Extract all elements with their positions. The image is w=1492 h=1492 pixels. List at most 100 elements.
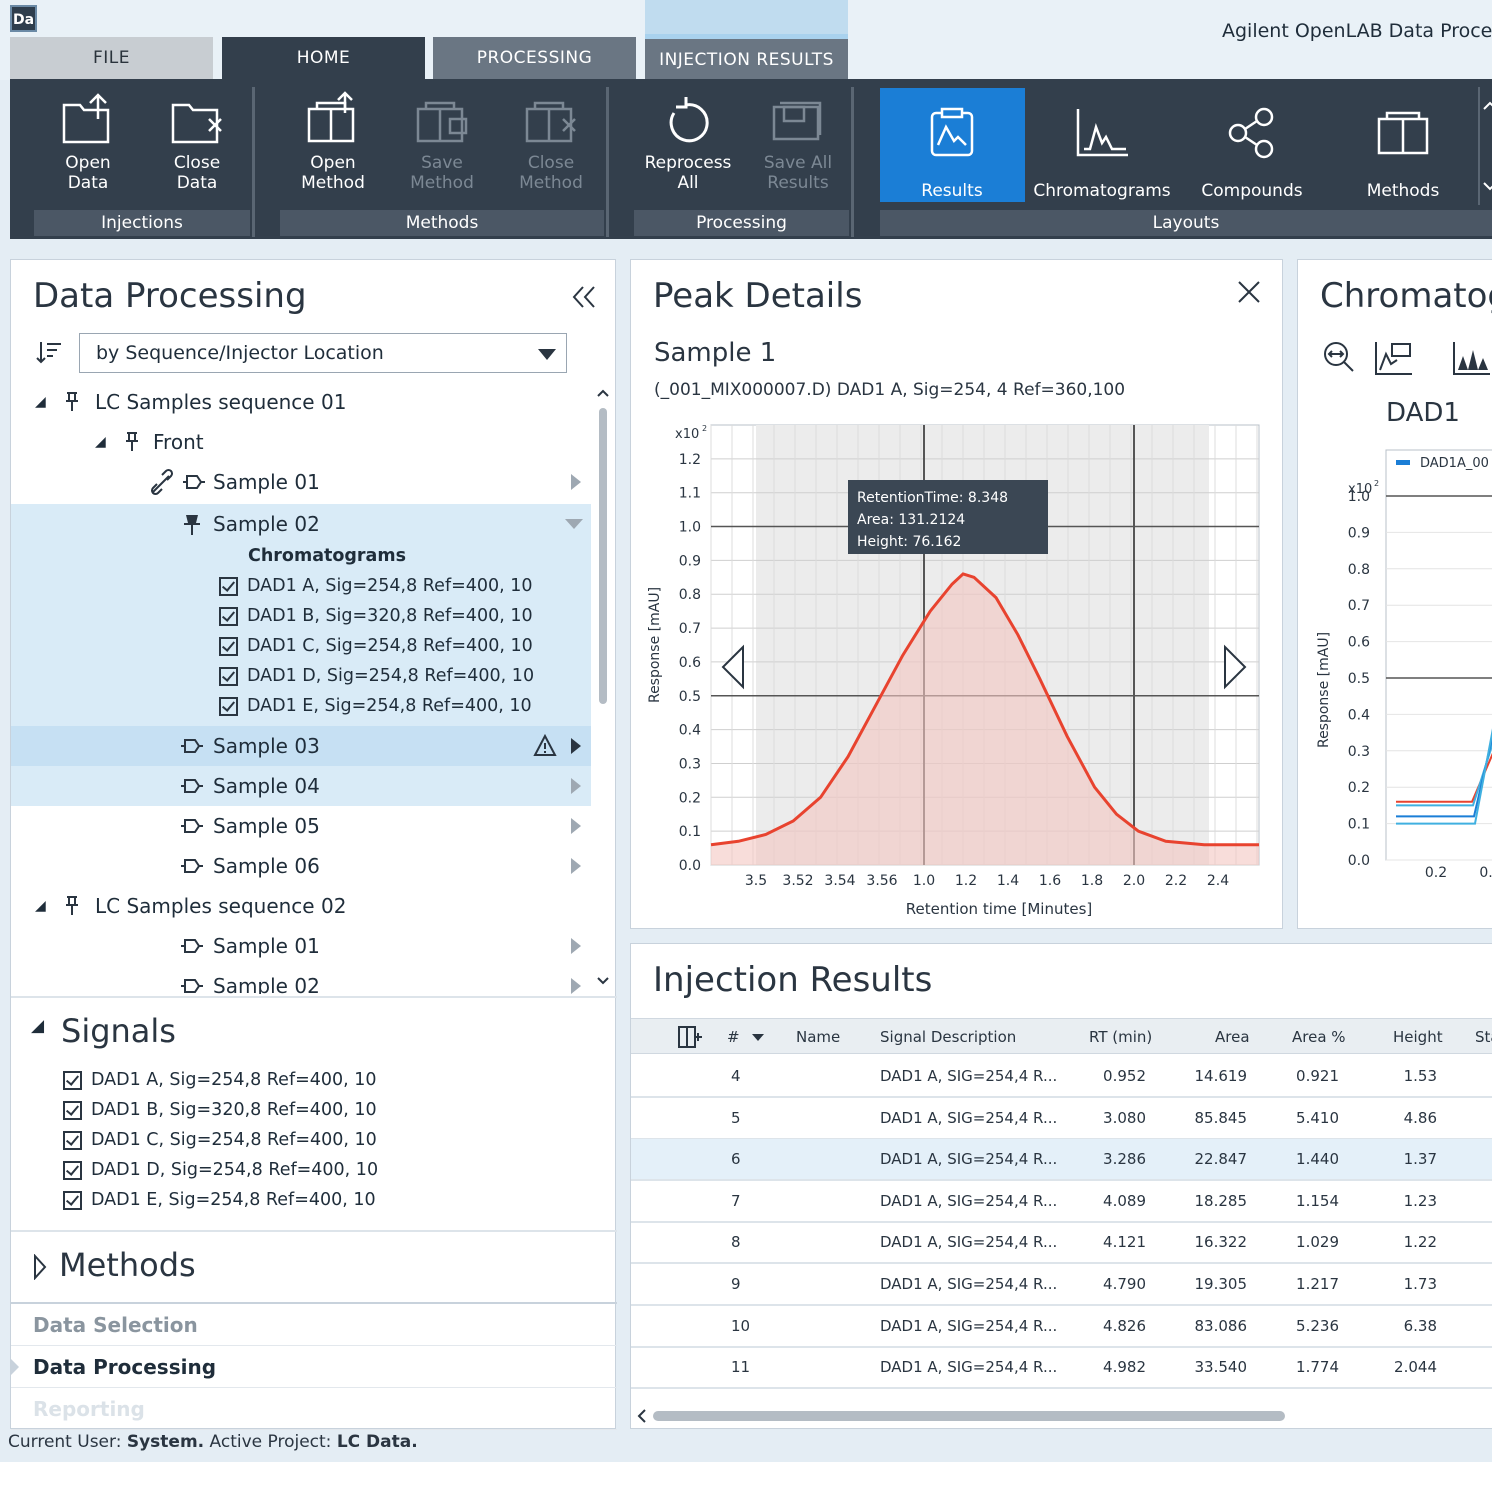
nav-data-selection[interactable]: Data Selection: [11, 1304, 617, 1346]
column-header-start[interactable]: Start: [1475, 1028, 1492, 1046]
tree-node-sample-04[interactable]: Sample 04: [11, 766, 591, 806]
methods-section[interactable]: Methods: [11, 1230, 617, 1302]
checkbox-checked[interactable]: [219, 576, 238, 596]
tab-home[interactable]: HOME: [222, 37, 425, 79]
reprocess-all-button[interactable]: Reprocess All: [638, 91, 738, 193]
results-layout-button[interactable]: [880, 88, 1025, 202]
column-header-number[interactable]: #: [727, 1028, 740, 1046]
chromatogram-item[interactable]: DAD1 A, Sig=254,8 Ref=400, 10: [219, 574, 533, 598]
expand-arrow-icon[interactable]: [571, 778, 581, 794]
expand-arrow-icon[interactable]: [571, 978, 581, 994]
tree-node-sequence-01[interactable]: ◢ LC Samples sequence 01: [11, 382, 591, 422]
chart-overlay-icon[interactable]: [1374, 340, 1414, 380]
column-chooser-icon[interactable]: [677, 1025, 703, 1053]
signal-item[interactable]: DAD1 C, Sig=254,8 Ref=400, 10: [63, 1128, 377, 1152]
table-row[interactable]: 11 DAD1 A, SIG=254,4 R... 4.982 33.540 1.774…: [631, 1347, 1492, 1390]
save-method-button[interactable]: Save Method: [392, 91, 492, 193]
tree-node-sample-05[interactable]: Sample 05: [11, 806, 591, 846]
expanded-triangle-icon[interactable]: ◢: [35, 898, 46, 914]
table-row[interactable]: 7 DAD1 A, SIG=254,4 R... 4.089 18.285 1.154 1…: [631, 1181, 1492, 1223]
tree-node-sequence-02[interactable]: ◢ LC Samples sequence 02: [11, 886, 591, 926]
chromatogram-item[interactable]: DAD1 E, Sig=254,8 Ref=400, 10: [219, 694, 532, 718]
signal-label: DAD1 A, Sig=254,8 Ref=400, 10: [91, 1070, 377, 1090]
save-method-label2: Method: [410, 173, 474, 193]
checkbox-checked[interactable]: [219, 636, 238, 656]
expanded-triangle-icon[interactable]: ◢: [31, 1016, 45, 1036]
chromatogram-item[interactable]: DAD1 D, Sig=254,8 Ref=400, 10: [219, 664, 534, 688]
compounds-layout-button[interactable]: Compounds: [1182, 105, 1322, 201]
tree-node-sample-02b[interactable]: Sample 02: [11, 966, 591, 994]
peaks-icon[interactable]: [1452, 340, 1492, 380]
chromatogram-chart[interactable]: DAD1A_00 x10 2 Response [mAU] 0.00.10.20…: [1298, 440, 1492, 930]
table-cell: DAD1 A, SIG=254,4 R...: [880, 1067, 1058, 1085]
zoom-out-icon[interactable]: [1322, 340, 1356, 378]
tree-node-sample-06[interactable]: Sample 06: [11, 846, 591, 886]
table-row[interactable]: 8 DAD1 A, SIG=254,4 R... 4.121 16.322 1.029 1…: [631, 1222, 1492, 1265]
signal-item[interactable]: DAD1 A, Sig=254,8 Ref=400, 10: [63, 1068, 377, 1092]
table-row[interactable]: 5 DAD1 A, SIG=254,4 R... 3.080 85.845 5.410 4…: [631, 1098, 1492, 1140]
expand-arrow-icon[interactable]: [571, 474, 581, 490]
checkbox-checked[interactable]: [219, 666, 238, 686]
table-row[interactable]: 9 DAD1 A, SIG=254,4 R... 4.790 19.305 1.217 1…: [631, 1264, 1492, 1306]
expand-arrow-icon[interactable]: [571, 938, 581, 954]
save-all-results-button[interactable]: Save All Results: [748, 91, 848, 193]
open-method-button[interactable]: Open Method: [283, 91, 383, 193]
tree-node-sample-01[interactable]: Sample 01: [11, 462, 591, 502]
column-header-signal[interactable]: Signal Description: [880, 1028, 1017, 1046]
tab-injection-results[interactable]: INJECTION RESULTS: [645, 34, 848, 79]
collapse-panel-button[interactable]: [571, 284, 597, 317]
column-header-area-pct[interactable]: Area %: [1292, 1028, 1346, 1046]
column-header-height[interactable]: Height: [1393, 1028, 1443, 1046]
close-method-button[interactable]: Close Method: [501, 91, 601, 193]
expanded-triangle-icon[interactable]: ◢: [35, 394, 46, 410]
column-header-area[interactable]: Area: [1215, 1028, 1250, 1046]
tree-node-sample-03[interactable]: Sample 03: [11, 726, 591, 766]
tree-node-sample-01b[interactable]: Sample 01: [11, 926, 591, 966]
group-by-dropdown[interactable]: by Sequence/Injector Location: [79, 333, 567, 373]
close-data-button[interactable]: Close Data: [147, 91, 247, 193]
checkbox-checked[interactable]: [219, 696, 238, 716]
next-peak-arrow-icon[interactable]: [1224, 644, 1247, 690]
table-row[interactable]: 6 DAD1 A, SIG=254,4 R... 3.286 22.847 1.440 1…: [631, 1139, 1492, 1182]
expanded-triangle-icon[interactable]: ◢: [95, 434, 106, 450]
close-icon[interactable]: [1237, 280, 1261, 310]
checkbox-checked[interactable]: [219, 606, 238, 626]
signal-item[interactable]: DAD1 D, Sig=254,8 Ref=400, 10: [63, 1158, 378, 1182]
signal-item[interactable]: DAD1 E, Sig=254,8 Ref=400, 10: [63, 1188, 376, 1212]
collapsed-triangle-icon[interactable]: [33, 1253, 47, 1284]
ribbon-scroll[interactable]: [1478, 87, 1492, 205]
chromatogram-item[interactable]: DAD1 B, Sig=320,8 Ref=400, 10: [219, 604, 533, 628]
tree-node-sample-02[interactable]: Sample 02 Chromatograms DAD1 A, Sig=254,…: [11, 504, 591, 726]
table-row[interactable]: 10 DAD1 A, SIG=254,4 R... 4.826 83.086 5.236…: [631, 1306, 1492, 1348]
nav-reporting[interactable]: Reporting: [11, 1388, 617, 1430]
signal-item[interactable]: DAD1 B, Sig=320,8 Ref=400, 10: [63, 1098, 377, 1122]
column-header-rt[interactable]: RT (min): [1089, 1028, 1153, 1046]
checkbox-checked[interactable]: [63, 1100, 82, 1120]
previous-peak-arrow-icon[interactable]: [721, 644, 744, 690]
checkbox-checked[interactable]: [63, 1190, 82, 1210]
sort-icon[interactable]: [35, 338, 63, 370]
table-row[interactable]: 4 DAD1 A, SIG=254,4 R... 0.952 14.619 0.921 1…: [631, 1056, 1492, 1098]
column-header-name[interactable]: Name: [796, 1028, 841, 1046]
expand-arrow-icon[interactable]: [571, 738, 581, 754]
sort-desc-icon[interactable]: [752, 1034, 764, 1041]
methods-layout-button[interactable]: Methods: [1353, 105, 1453, 201]
nav-data-processing[interactable]: Data Processing: [11, 1346, 617, 1388]
checkbox-checked[interactable]: [63, 1070, 82, 1090]
tree-node-front[interactable]: ◢ Front: [11, 422, 591, 462]
checkbox-checked[interactable]: [63, 1160, 82, 1180]
collapse-arrow-icon[interactable]: [565, 519, 583, 529]
expand-arrow-icon[interactable]: [571, 818, 581, 834]
table-cell: 3.286: [1103, 1150, 1146, 1169]
chromatograms-layout-button[interactable]: Chromatograms: [1032, 105, 1172, 201]
horizontal-scrollbar[interactable]: [631, 1404, 1492, 1428]
table-cell: 10: [731, 1316, 751, 1335]
expand-arrow-icon[interactable]: [571, 858, 581, 874]
tree-scrollbar[interactable]: [595, 380, 611, 994]
checkbox-checked[interactable]: [63, 1130, 82, 1150]
peak-chart[interactable]: 0.00.10.20.30.40.50.60.70.80.91.01.11.2 …: [631, 410, 1284, 920]
tab-processing[interactable]: PROCESSING: [433, 37, 636, 79]
tab-file[interactable]: FILE: [10, 37, 213, 79]
chromatogram-item[interactable]: DAD1 C, Sig=254,8 Ref=400, 10: [219, 634, 533, 658]
open-data-button[interactable]: Open Data: [38, 91, 138, 193]
